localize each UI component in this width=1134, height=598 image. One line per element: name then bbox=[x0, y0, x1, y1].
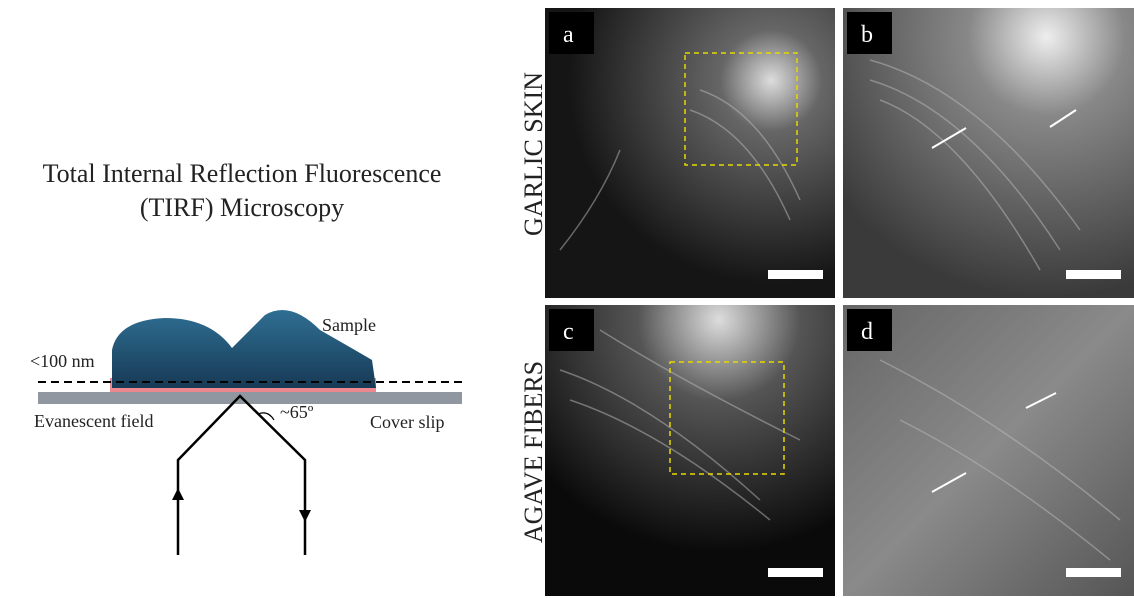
depth-label: <100 nm bbox=[30, 351, 95, 371]
panel-label: d bbox=[861, 319, 873, 345]
arrowheads bbox=[172, 488, 311, 522]
page: {"title": {"line1": "Total Internal Refl… bbox=[0, 0, 1134, 598]
row-label: AGAVE FIBERS bbox=[519, 361, 548, 543]
panel-label: b bbox=[861, 22, 873, 48]
angle-label: ~65º bbox=[280, 402, 314, 422]
panel-label: a bbox=[563, 22, 574, 48]
field-label: Evanescent field bbox=[34, 411, 153, 431]
figure: Total Internal Reflection Fluorescence (… bbox=[0, 0, 1134, 598]
cover-slip bbox=[38, 392, 462, 404]
title-line: (TIRF) Microscopy bbox=[140, 193, 344, 222]
sample-label: Sample bbox=[322, 315, 376, 335]
panel-label: c bbox=[563, 319, 574, 345]
row-label: GARLIC SKIN bbox=[519, 72, 548, 236]
title-line: Total Internal Reflection Fluorescence bbox=[43, 159, 442, 188]
slip-label: Cover slip bbox=[370, 412, 445, 432]
